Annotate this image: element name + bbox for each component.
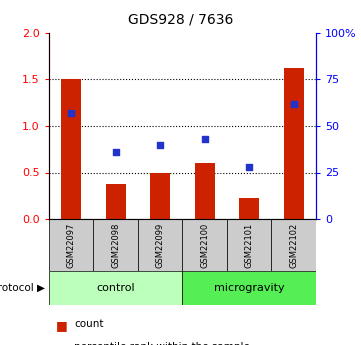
- Point: [113, 149, 118, 155]
- Text: count: count: [74, 319, 104, 329]
- Text: GSM22098: GSM22098: [111, 222, 120, 268]
- Text: ■: ■: [56, 342, 68, 345]
- Point: [157, 142, 163, 147]
- Text: ■: ■: [56, 319, 68, 332]
- Text: GSM22097: GSM22097: [66, 222, 75, 268]
- Text: GSM22099: GSM22099: [156, 222, 165, 268]
- Bar: [49, 219, 93, 271]
- Point: [246, 164, 252, 170]
- Bar: [227, 219, 271, 271]
- Point: [68, 110, 74, 116]
- Text: GSM22100: GSM22100: [200, 222, 209, 268]
- Bar: [93, 219, 138, 271]
- Bar: [182, 219, 227, 271]
- Bar: [61, 79, 81, 219]
- Bar: [105, 184, 126, 219]
- Text: GDS928 / 7636: GDS928 / 7636: [128, 12, 233, 26]
- Text: control: control: [96, 283, 135, 293]
- Point: [291, 101, 296, 106]
- Bar: [195, 163, 214, 219]
- Text: protocol ▶: protocol ▶: [0, 283, 45, 293]
- Bar: [138, 219, 182, 271]
- Bar: [239, 198, 259, 219]
- Bar: [271, 219, 316, 271]
- Text: microgravity: microgravity: [214, 283, 284, 293]
- Text: GSM22102: GSM22102: [289, 222, 298, 268]
- Bar: [150, 172, 170, 219]
- Bar: [284, 68, 304, 219]
- Bar: [49, 271, 182, 305]
- Text: GSM22101: GSM22101: [245, 222, 253, 268]
- Text: percentile rank within the sample: percentile rank within the sample: [74, 342, 250, 345]
- Point: [202, 136, 208, 142]
- Bar: [182, 271, 316, 305]
